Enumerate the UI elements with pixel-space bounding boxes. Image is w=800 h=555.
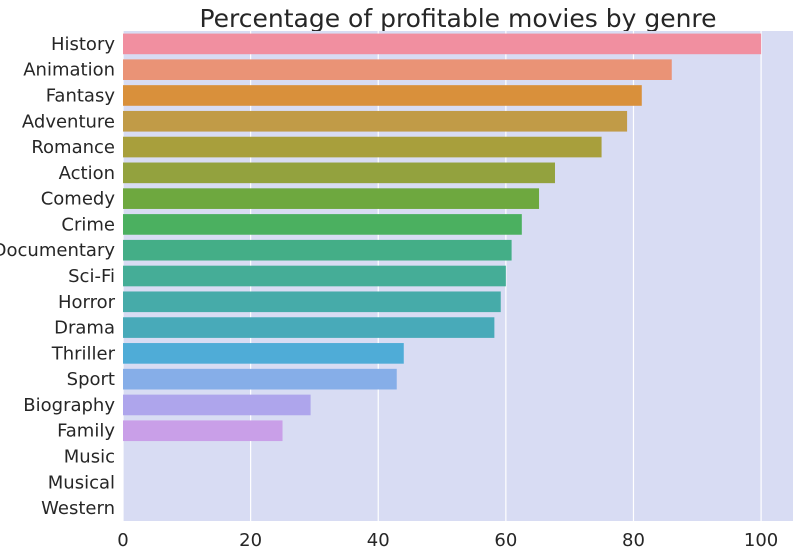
category-label: Romance [31, 137, 115, 158]
category-label: Documentary [0, 240, 115, 261]
x-tick-label: 20 [239, 530, 262, 551]
bar-drama [123, 317, 495, 338]
x-tick-label: 40 [367, 530, 390, 551]
bar-adventure [123, 110, 628, 132]
category-label: Sci-Fi [68, 266, 115, 287]
bar-comedy [123, 188, 540, 209]
category-label: Musical [48, 472, 115, 493]
category-label: Horror [58, 292, 116, 313]
category-label: Crime [61, 214, 115, 235]
category-label: Fantasy [46, 85, 116, 106]
category-label: Drama [54, 318, 115, 339]
bar-history [123, 33, 762, 55]
category-label: Western [41, 498, 115, 519]
category-label: History [51, 34, 115, 55]
bar-thriller [123, 343, 404, 364]
bar-sci-fi [123, 265, 506, 287]
bar-horror [123, 291, 501, 313]
x-tick-label: 100 [744, 530, 778, 551]
x-tick-label: 0 [117, 530, 128, 551]
bar-documentary [123, 239, 512, 261]
bar-crime [123, 214, 522, 235]
category-label: Thriller [51, 343, 116, 364]
category-label: Biography [23, 395, 115, 416]
category-label: Music [64, 447, 115, 468]
x-tick-label: 60 [494, 530, 517, 551]
category-label: Action [59, 163, 115, 184]
category-label: Animation [23, 60, 115, 81]
category-label: Comedy [41, 189, 116, 210]
category-label: Adventure [22, 111, 115, 132]
x-tick-label: 80 [622, 530, 645, 551]
bars [123, 33, 762, 442]
category-label: Sport [67, 369, 115, 390]
bar-family [123, 420, 283, 442]
bar-action [123, 162, 555, 184]
bar-romance [123, 136, 602, 158]
chart-title: Percentage of profitable movies by genre [199, 4, 716, 33]
bar-biography [123, 394, 311, 416]
category-label: Family [57, 421, 115, 442]
bar-fantasy [123, 85, 642, 106]
category-labels: History Animation Fantasy Adventure Romance A… [0, 34, 116, 519]
bar-sport [123, 368, 397, 390]
x-tick-labels: 0 20 40 60 80 100 [117, 530, 778, 551]
bar-animation [123, 59, 672, 80]
